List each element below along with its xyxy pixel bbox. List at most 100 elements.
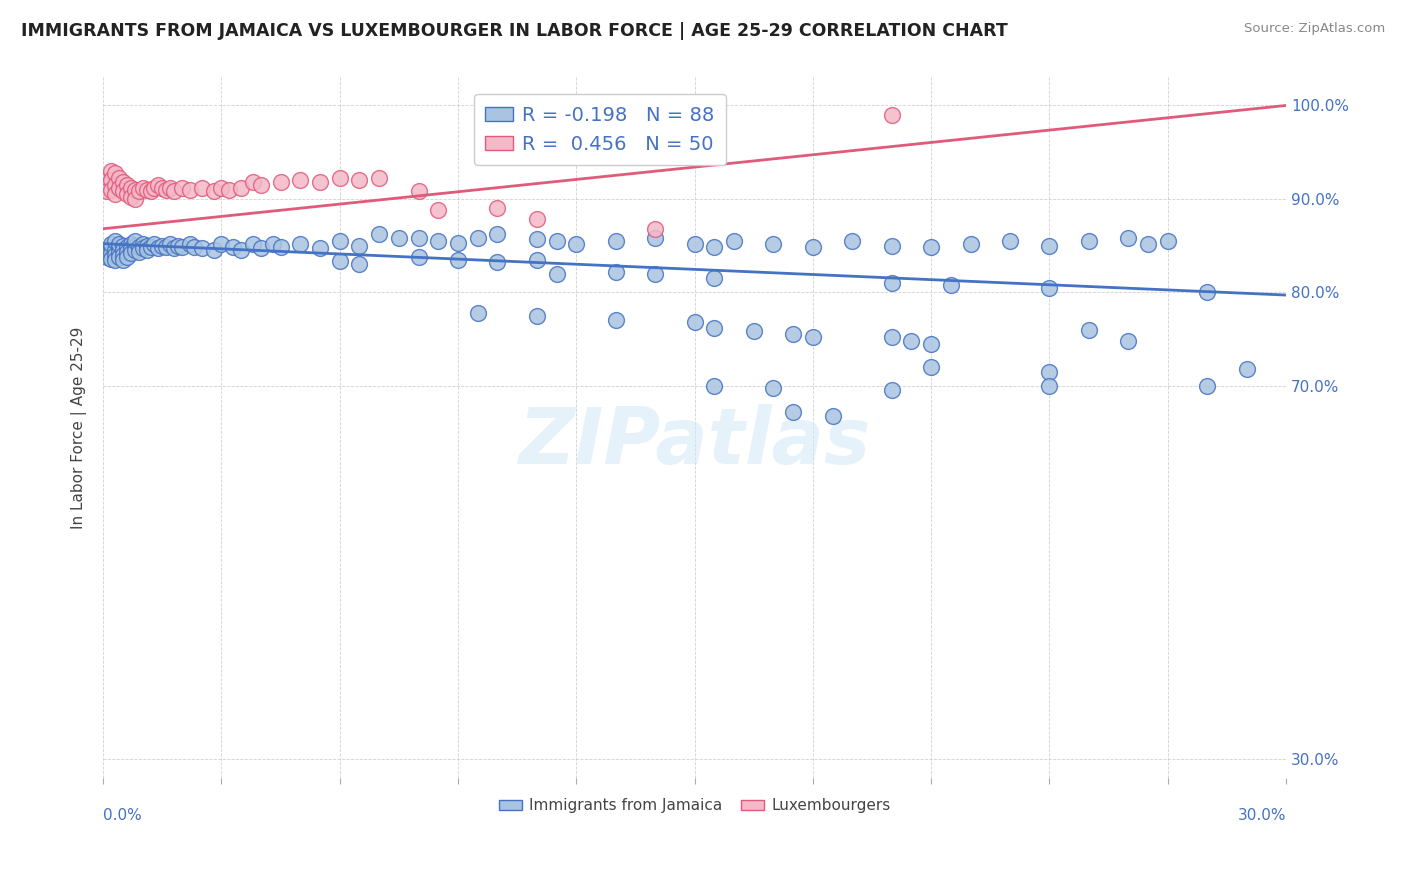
Point (100, 252, 122, 266)
Point (880, 384, 903, 398)
Point (329, 171, 352, 186)
Point (486, 227, 509, 242)
Point (1197, 378, 1219, 392)
Point (486, 255, 509, 269)
Point (270, 175, 292, 189)
Point (526, 252, 548, 267)
Point (270, 240, 292, 254)
Point (191, 241, 214, 255)
Point (104, 252, 127, 267)
Point (762, 380, 785, 394)
Point (1038, 365, 1060, 379)
Point (920, 336, 942, 351)
Point (349, 257, 371, 271)
Point (128, 240, 150, 254)
Point (100, 236, 122, 251)
Point (124, 238, 146, 252)
Point (290, 236, 312, 251)
Point (124, 234, 146, 248)
Point (762, 236, 785, 251)
Point (841, 234, 863, 248)
Point (1157, 234, 1180, 248)
Point (128, 245, 150, 260)
Point (96, 185, 118, 199)
Point (179, 236, 201, 251)
Point (447, 252, 470, 267)
Text: Source: ZipAtlas.com: Source: ZipAtlas.com (1244, 22, 1385, 36)
Point (179, 182, 201, 196)
Point (104, 248, 127, 262)
Point (104, 244, 127, 258)
Point (139, 240, 162, 254)
Point (115, 240, 138, 254)
Point (1116, 231, 1139, 245)
Point (104, 234, 127, 248)
Point (703, 320, 725, 334)
Point (159, 180, 181, 194)
Point (368, 227, 391, 242)
Point (920, 240, 942, 254)
Point (115, 178, 138, 192)
Point (605, 313, 627, 327)
Point (1197, 285, 1219, 300)
Point (427, 234, 450, 248)
Point (96, 250, 118, 264)
Point (349, 238, 371, 252)
Point (290, 173, 312, 187)
Point (104, 178, 127, 192)
Point (1077, 234, 1099, 248)
Point (486, 201, 509, 215)
Point (202, 185, 225, 199)
Point (183, 240, 205, 254)
Point (135, 244, 157, 258)
Point (703, 271, 725, 285)
Text: ZIPatlas: ZIPatlas (519, 404, 870, 480)
Point (880, 330, 903, 344)
Point (644, 267, 666, 281)
Point (163, 185, 186, 199)
Point (546, 234, 568, 248)
Point (939, 277, 962, 292)
Point (683, 236, 706, 251)
Point (148, 178, 170, 192)
Point (467, 231, 489, 245)
Point (231, 180, 253, 194)
Point (167, 238, 190, 252)
Point (108, 180, 131, 194)
Point (408, 231, 430, 245)
Point (135, 182, 157, 196)
Point (211, 236, 233, 251)
Point (150, 238, 173, 252)
Point (546, 267, 568, 281)
Point (120, 246, 142, 260)
Point (959, 236, 981, 251)
Point (131, 241, 153, 255)
Text: 30.0%: 30.0% (1237, 808, 1286, 823)
Point (408, 250, 430, 264)
Point (170, 180, 193, 194)
Point (128, 185, 150, 199)
Point (104, 166, 127, 180)
Point (104, 187, 127, 202)
Point (111, 238, 134, 252)
Point (880, 276, 903, 290)
Point (880, 238, 903, 252)
Point (644, 221, 666, 235)
Point (139, 185, 162, 199)
Point (1038, 378, 1060, 392)
Point (703, 240, 725, 254)
Point (120, 236, 142, 251)
Point (1136, 236, 1159, 251)
Point (526, 232, 548, 246)
Point (100, 182, 122, 196)
Point (163, 241, 186, 255)
Point (218, 182, 240, 196)
Point (349, 173, 371, 187)
Point (1038, 238, 1060, 252)
Point (111, 252, 134, 267)
Point (120, 241, 142, 255)
Point (329, 234, 352, 248)
Point (143, 180, 166, 194)
Point (120, 180, 142, 194)
Text: IMMIGRANTS FROM JAMAICA VS LUXEMBOURGER IN LABOR FORCE | AGE 25-29 CORRELATION C: IMMIGRANTS FROM JAMAICA VS LUXEMBOURGER … (21, 22, 1008, 40)
